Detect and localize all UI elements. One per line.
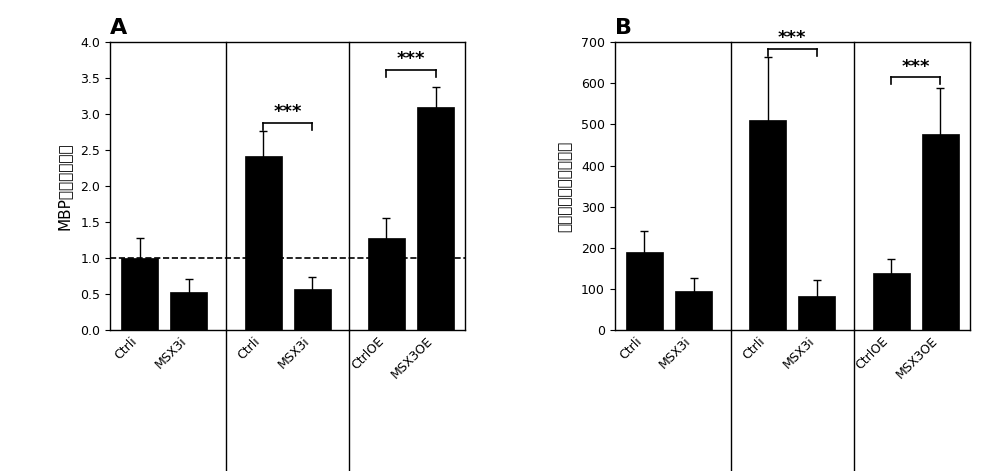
Text: ***: *** (778, 29, 807, 47)
Bar (798, 296, 835, 330)
Bar (626, 252, 663, 330)
Text: ***: *** (901, 58, 930, 76)
Text: ***: *** (273, 104, 302, 122)
Text: A: A (110, 18, 127, 38)
Bar (675, 291, 712, 330)
Bar (294, 290, 331, 330)
Text: B: B (615, 18, 632, 38)
Bar (245, 156, 282, 330)
Bar (749, 121, 786, 330)
Bar (170, 292, 207, 330)
Text: ***: *** (397, 50, 425, 68)
Bar (121, 258, 158, 330)
Y-axis label: MBP阳性细胞比例: MBP阳性细胞比例 (57, 142, 72, 230)
Bar (873, 273, 910, 330)
Bar (922, 133, 959, 330)
Y-axis label: 神经突起长度（微米）: 神经突起长度（微米） (558, 140, 573, 232)
Bar (417, 107, 454, 330)
Bar (368, 238, 405, 330)
